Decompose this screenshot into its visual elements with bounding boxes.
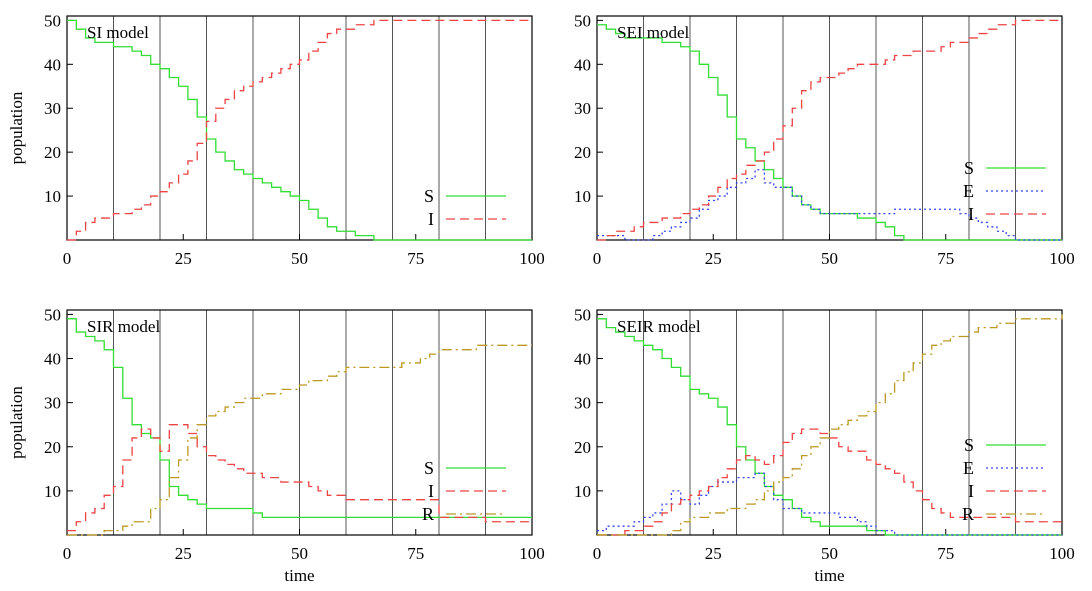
y-tick-label: 20	[44, 438, 61, 457]
x-axis-label: time	[814, 566, 844, 585]
series-line-E	[597, 169, 1062, 241]
y-tick-label: 10	[44, 187, 61, 206]
series-line-S	[67, 318, 532, 519]
chart-panel-4: 10 20 30 40 50 0 25 50 75 100 time SEIR model SEIR	[574, 305, 1075, 585]
x-tick-label: 0	[63, 249, 72, 268]
chart-panel-1: 10 20 30 40 50 0 25 50 75 100 population SI model SI	[7, 11, 545, 268]
y-tick-label: 20	[44, 143, 61, 162]
y-tick-label: 50	[44, 305, 61, 324]
y-tick-label: 10	[574, 482, 591, 501]
y-tick-label: 40	[574, 350, 591, 369]
x-tick-label: 25	[705, 544, 722, 563]
y-tick-label: 40	[44, 350, 61, 369]
y-tick-label: 10	[574, 187, 591, 206]
x-tick-label: 50	[821, 249, 838, 268]
legend-label-I: I	[968, 481, 974, 501]
legend-label-S: S	[424, 186, 434, 206]
x-tick-label: 75	[937, 544, 954, 563]
legend-label-I: I	[968, 204, 974, 224]
x-tick-label: 0	[593, 544, 602, 563]
x-tick-label: 75	[407, 544, 424, 563]
legend-label-R: R	[962, 504, 974, 524]
y-tick-label: 20	[574, 438, 591, 457]
chart-title: SI model	[87, 23, 149, 42]
x-tick-label: 50	[821, 544, 838, 563]
series-line-E	[597, 472, 1062, 536]
series-line-I	[597, 428, 1062, 536]
legend-label-E: E	[963, 458, 974, 478]
x-tick-label: 0	[593, 249, 602, 268]
y-tick-label: 50	[574, 305, 591, 324]
y-tick-label: 50	[574, 11, 591, 30]
legend-label-I: I	[428, 481, 434, 501]
x-tick-label: 75	[407, 249, 424, 268]
y-axis-label: population	[7, 386, 26, 459]
x-tick-label: 100	[519, 544, 545, 563]
legend-label-E: E	[963, 181, 974, 201]
series-line-S	[597, 24, 1062, 241]
x-tick-label: 100	[519, 249, 545, 268]
x-tick-label: 25	[175, 544, 192, 563]
legend-label-R: R	[422, 504, 434, 524]
chart-title: SEI model	[617, 23, 690, 42]
legend: SEI	[963, 158, 1046, 224]
chart-title: SIR model	[87, 317, 160, 336]
x-tick-label: 100	[1049, 249, 1075, 268]
legend: SIR	[422, 458, 506, 524]
y-tick-label: 30	[574, 99, 591, 118]
y-tick-label: 10	[44, 482, 61, 501]
series-line-I	[67, 19, 532, 241]
legend: SI	[424, 186, 506, 229]
y-tick-label: 40	[44, 55, 61, 74]
x-tick-label: 75	[937, 249, 954, 268]
y-axis-label: population	[7, 91, 26, 164]
y-tick-label: 30	[44, 394, 61, 413]
legend-label-S: S	[964, 158, 974, 178]
x-tick-label: 50	[291, 544, 308, 563]
y-tick-label: 40	[574, 55, 591, 74]
x-axis-label: time	[284, 566, 314, 585]
y-tick-label: 20	[574, 143, 591, 162]
x-tick-label: 100	[1049, 544, 1075, 563]
chart-panel-3: 10 20 30 40 50 0 25 50 75 100 population time SIR mo…	[7, 305, 545, 585]
chart-panel-2: 10 20 30 40 50 0 25 50 75 100 SEI model SEI	[574, 11, 1075, 268]
x-tick-label: 25	[705, 249, 722, 268]
x-tick-label: 50	[291, 249, 308, 268]
series-line-S	[67, 19, 532, 241]
y-tick-label: 30	[44, 99, 61, 118]
x-tick-label: 25	[175, 249, 192, 268]
legend-label-I: I	[428, 209, 434, 229]
series-line-I	[597, 19, 1062, 241]
series-line-S	[597, 318, 1062, 536]
series-line-I	[67, 424, 532, 532]
legend-label-S: S	[964, 435, 974, 455]
legend: SEIR	[962, 435, 1046, 524]
y-tick-label: 30	[574, 394, 591, 413]
legend-label-S: S	[424, 458, 434, 478]
y-tick-label: 50	[44, 11, 61, 30]
series-line-R	[67, 344, 532, 536]
x-tick-label: 0	[63, 544, 72, 563]
chart-title: SEIR model	[617, 317, 701, 336]
